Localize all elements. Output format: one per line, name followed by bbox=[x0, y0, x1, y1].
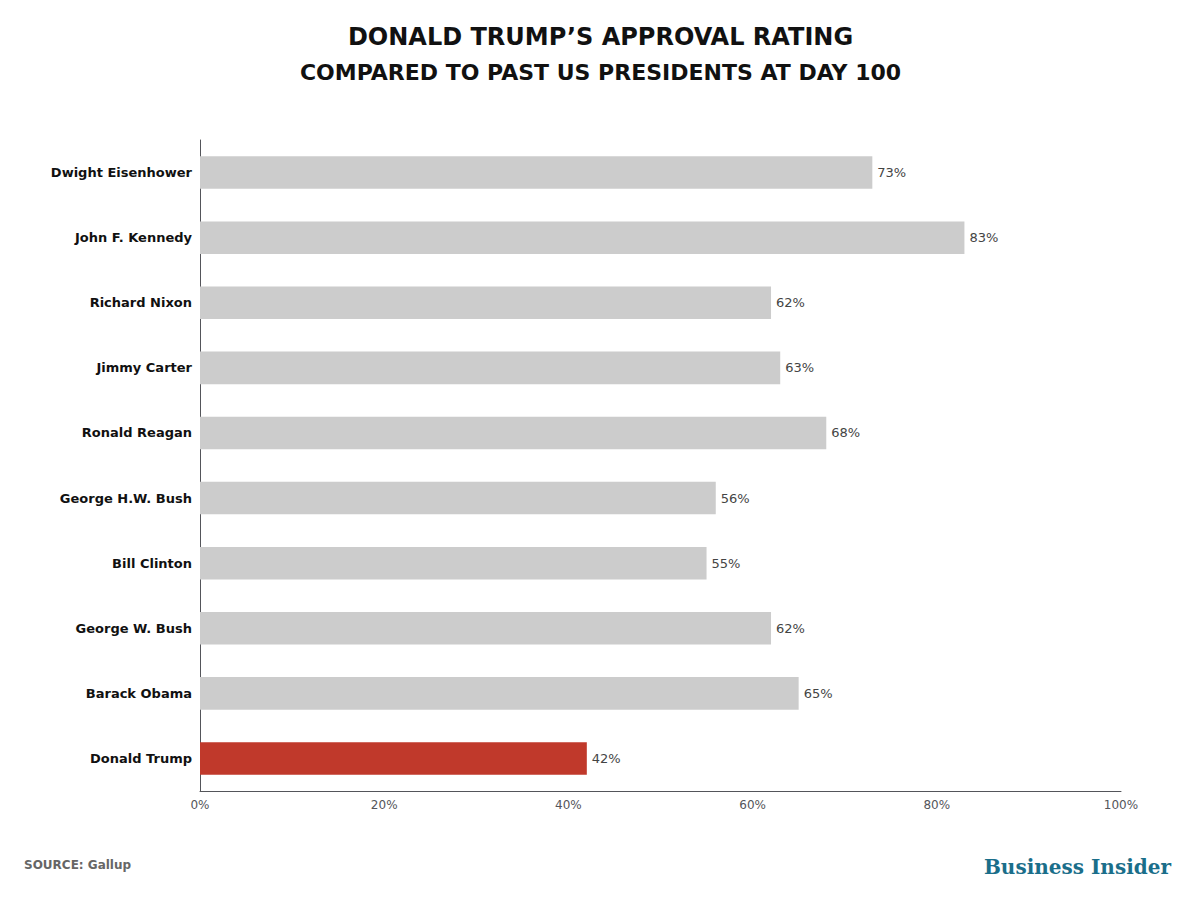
svg-text:55%: 55% bbox=[712, 556, 741, 571]
svg-text:68%: 68% bbox=[831, 425, 860, 440]
svg-text:COMPARED TO PAST US PRESIDENTS: COMPARED TO PAST US PRESIDENTS AT DAY 10… bbox=[300, 60, 901, 85]
svg-text:SOURCE: Gallup: SOURCE: Gallup bbox=[24, 858, 132, 872]
svg-text:Barack Obama: Barack Obama bbox=[86, 686, 192, 701]
svg-text:62%: 62% bbox=[776, 621, 805, 636]
svg-text:Jimmy Carter: Jimmy Carter bbox=[95, 360, 192, 375]
svg-text:Richard Nixon: Richard Nixon bbox=[90, 295, 192, 310]
svg-text:62%: 62% bbox=[776, 295, 805, 310]
svg-text:0%: 0% bbox=[190, 798, 209, 812]
svg-text:56%: 56% bbox=[721, 491, 750, 506]
svg-text:Donald Trump: Donald Trump bbox=[90, 751, 192, 766]
svg-text:Bill Clinton: Bill Clinton bbox=[112, 556, 192, 571]
svg-text:Ronald Reagan: Ronald Reagan bbox=[82, 425, 192, 440]
svg-text:42%: 42% bbox=[592, 751, 621, 766]
svg-text:80%: 80% bbox=[923, 798, 950, 812]
svg-text:George W. Bush: George W. Bush bbox=[76, 621, 192, 636]
svg-text:40%: 40% bbox=[555, 798, 582, 812]
svg-text:DONALD TRUMP’S APPROVAL RATING: DONALD TRUMP’S APPROVAL RATING bbox=[348, 23, 853, 51]
svg-text:Business Insider: Business Insider bbox=[984, 855, 1172, 879]
svg-text:63%: 63% bbox=[785, 360, 814, 375]
svg-text:John F. Kennedy: John F. Kennedy bbox=[74, 230, 193, 245]
svg-text:Dwight Eisenhower: Dwight Eisenhower bbox=[51, 165, 193, 180]
svg-text:George H.W. Bush: George H.W. Bush bbox=[60, 491, 192, 506]
svg-text:20%: 20% bbox=[371, 798, 398, 812]
svg-text:65%: 65% bbox=[804, 686, 833, 701]
svg-text:100%: 100% bbox=[1104, 798, 1138, 812]
svg-text:73%: 73% bbox=[877, 165, 906, 180]
svg-text:83%: 83% bbox=[969, 230, 998, 245]
svg-text:60%: 60% bbox=[739, 798, 766, 812]
